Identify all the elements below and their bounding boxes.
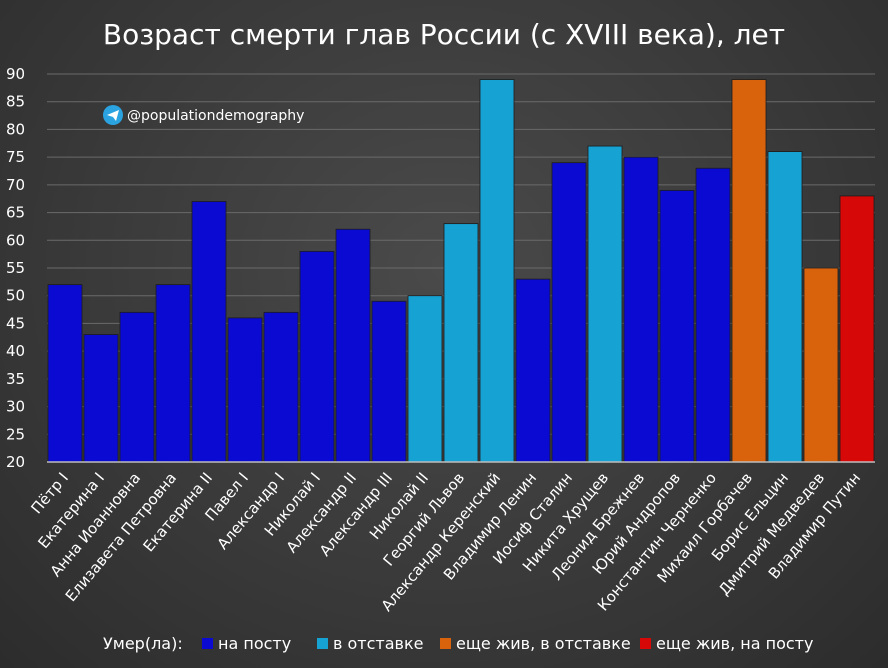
legend-item-label: на посту: [218, 634, 291, 653]
bar: [155, 284, 191, 463]
y-tick-label: 30: [6, 398, 25, 416]
bar: [479, 79, 515, 463]
handle-text: @populationdemography: [127, 108, 304, 124]
y-tick-label: 90: [6, 65, 25, 83]
y-tick-label: 20: [6, 453, 25, 471]
bar: [623, 156, 659, 463]
bar: [731, 79, 767, 463]
bars: [47, 79, 875, 463]
y-tick-label: 60: [6, 231, 25, 249]
bar: [119, 311, 155, 463]
bar: [227, 317, 263, 463]
bar: [587, 145, 623, 463]
bar: [551, 162, 587, 463]
bar: [767, 151, 803, 463]
bar: [659, 189, 695, 463]
y-tick-label: 45: [6, 314, 25, 332]
y-tick-label: 25: [6, 425, 25, 443]
y-tick-label: 65: [6, 204, 25, 222]
legend-swatch: [440, 638, 451, 649]
chart-title: Возраст смерти глав России (с XVIII века…: [103, 18, 785, 51]
bar: [191, 201, 227, 463]
y-axis-ticks: 20 25 30 35 40 45 50 55 60 65 70 75 80 85 90: [6, 65, 25, 471]
y-tick-label: 50: [6, 287, 25, 305]
legend-swatch: [317, 638, 328, 649]
bar: [695, 167, 731, 463]
bar: [371, 300, 407, 463]
legend-item-label: еще жив, в отставке: [456, 634, 631, 653]
y-tick-label: 40: [6, 342, 25, 360]
legend: Умер(ла): на посту в отставке еще жив, в о…: [103, 634, 813, 653]
bar: [263, 311, 299, 463]
bar: [443, 223, 479, 463]
y-tick-label: 85: [6, 93, 25, 111]
bar: [803, 267, 839, 463]
bar: [407, 295, 443, 463]
legend-item-label: в отставке: [333, 634, 423, 653]
y-tick-label: 80: [6, 120, 25, 138]
legend-swatch: [202, 638, 213, 649]
bar: [335, 228, 371, 463]
telegram-handle: @populationdemography: [103, 105, 304, 125]
y-tick-label: 55: [6, 259, 25, 277]
y-tick-label: 70: [6, 176, 25, 194]
bar: [47, 284, 83, 463]
telegram-plane-glyph: [107, 110, 119, 121]
bar: [839, 195, 875, 463]
legend-item-label: еще жив, на посту: [656, 634, 813, 653]
legend-swatch: [640, 638, 651, 649]
legend-label: Умер(ла):: [103, 634, 183, 653]
bar: [83, 334, 119, 463]
y-tick-label: 35: [6, 370, 25, 388]
y-tick-label: 75: [6, 148, 25, 166]
bar: [515, 278, 551, 463]
bar: [299, 250, 335, 463]
